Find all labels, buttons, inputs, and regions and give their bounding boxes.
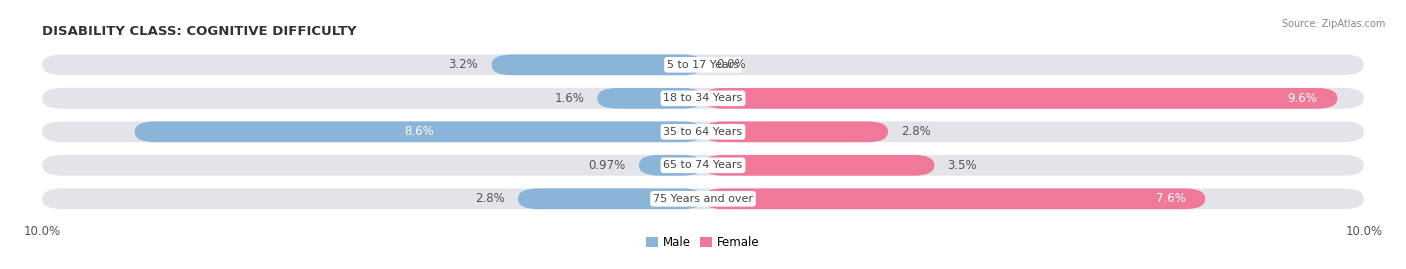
FancyBboxPatch shape: [42, 88, 1364, 109]
Text: 9.6%: 9.6%: [1288, 92, 1317, 105]
Text: 65 to 74 Years: 65 to 74 Years: [664, 160, 742, 170]
Text: 5 to 17 Years: 5 to 17 Years: [666, 60, 740, 70]
Text: 1.6%: 1.6%: [554, 92, 583, 105]
Text: 2.8%: 2.8%: [475, 192, 505, 205]
FancyBboxPatch shape: [42, 54, 1364, 75]
FancyBboxPatch shape: [492, 54, 703, 75]
FancyBboxPatch shape: [135, 121, 703, 142]
Text: 3.5%: 3.5%: [948, 159, 977, 172]
FancyBboxPatch shape: [638, 155, 703, 176]
Text: 35 to 64 Years: 35 to 64 Years: [664, 127, 742, 137]
Text: DISABILITY CLASS: COGNITIVE DIFFICULTY: DISABILITY CLASS: COGNITIVE DIFFICULTY: [42, 25, 357, 38]
FancyBboxPatch shape: [42, 121, 1364, 142]
FancyBboxPatch shape: [703, 121, 889, 142]
Legend: Male, Female: Male, Female: [641, 231, 765, 254]
FancyBboxPatch shape: [703, 188, 1205, 209]
FancyBboxPatch shape: [598, 88, 703, 109]
FancyBboxPatch shape: [517, 188, 703, 209]
Text: 18 to 34 Years: 18 to 34 Years: [664, 93, 742, 103]
FancyBboxPatch shape: [42, 188, 1364, 209]
Text: 75 Years and over: 75 Years and over: [652, 194, 754, 204]
Text: Source: ZipAtlas.com: Source: ZipAtlas.com: [1281, 19, 1385, 29]
FancyBboxPatch shape: [703, 155, 934, 176]
Text: 7.6%: 7.6%: [1156, 192, 1185, 205]
Text: 2.8%: 2.8%: [901, 125, 931, 138]
Text: 0.97%: 0.97%: [589, 159, 626, 172]
FancyBboxPatch shape: [42, 155, 1364, 176]
FancyBboxPatch shape: [703, 88, 1337, 109]
Text: 3.2%: 3.2%: [449, 58, 478, 71]
Text: 8.6%: 8.6%: [404, 125, 433, 138]
Text: 0.0%: 0.0%: [716, 58, 745, 71]
